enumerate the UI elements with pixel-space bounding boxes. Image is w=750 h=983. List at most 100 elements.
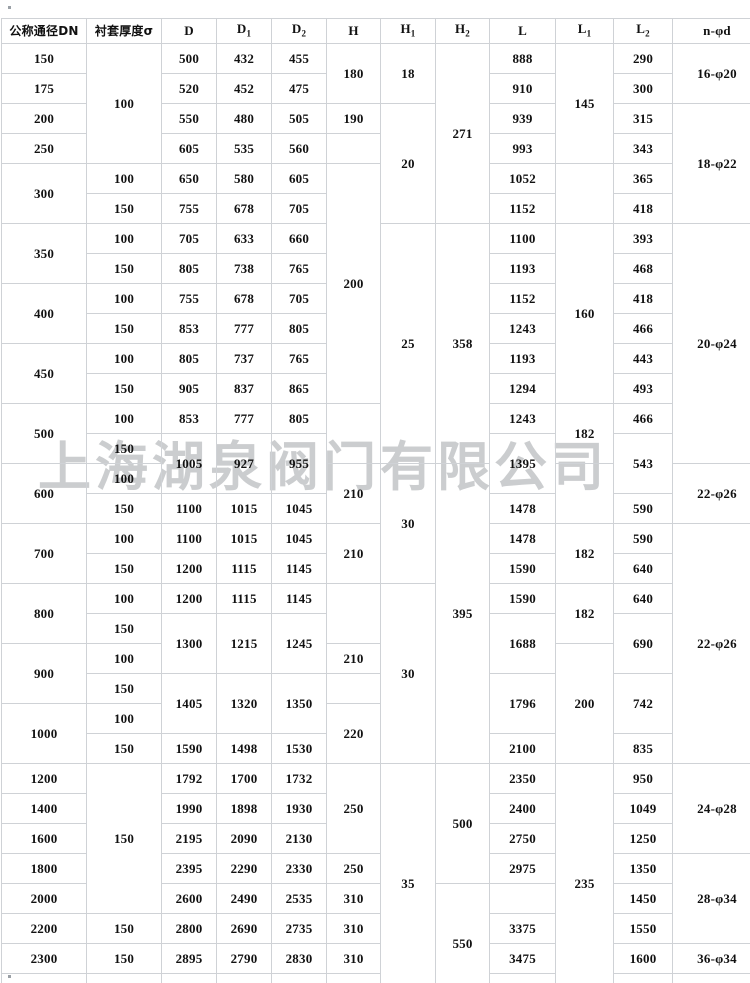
cell-l2: 1450 — [613, 883, 673, 914]
cell-sigma: 100 — [86, 703, 162, 734]
table-row: 900 100 210 200 — [1, 643, 750, 764]
cell-d: 2995 — [161, 973, 217, 983]
cell-d: 905 — [161, 373, 217, 404]
cell-l: 993 — [489, 133, 556, 164]
cell-nd: 36-φ34 — [672, 943, 750, 974]
cell-d2: 1732 — [271, 763, 327, 794]
cell-sigma: 100 — [86, 163, 162, 194]
cell-l: 1395 — [489, 433, 556, 494]
column-header-nd: n-φd — [672, 18, 750, 44]
cell-d2: 865 — [271, 373, 327, 404]
cell-d1: 1215 — [216, 613, 272, 674]
cell-d: 755 — [161, 193, 217, 224]
cell-d2: 805 — [271, 313, 327, 344]
cell-d2: 1530 — [271, 733, 327, 764]
cell-l: 2100 — [489, 733, 556, 764]
cell-h: 310 — [326, 913, 381, 944]
cell-h — [326, 583, 381, 644]
cell-l2: 640 — [613, 553, 673, 584]
table-row: 600 100 210 30 395 22-φ26 — [1, 463, 750, 764]
cell-sigma: 150 — [86, 553, 162, 584]
cell-l2: 468 — [613, 253, 673, 284]
cell-d: 755 — [161, 283, 217, 314]
cell-d1: 1115 — [216, 553, 272, 584]
cell-d1: 678 — [216, 283, 272, 314]
cell-l: 1193 — [489, 253, 556, 284]
cell-h: 210 — [326, 643, 381, 674]
cell-l: 910 — [489, 73, 556, 104]
cell-l2: 640 — [613, 583, 673, 614]
cell-l2: 466 — [613, 403, 673, 434]
cell-sigma: 100 — [86, 463, 162, 494]
cell-d1: 580 — [216, 163, 272, 194]
cell-d: 2600 — [161, 883, 217, 914]
cell-sigma: 150 — [86, 433, 162, 464]
cell-l: 1478 — [489, 493, 556, 524]
subscript: 2 — [465, 29, 470, 40]
cell-nd: 22-φ26 — [672, 463, 750, 524]
top-margin — [0, 0, 750, 18]
table-row: 150 1200 1115 1145 1590 640 — [2, 553, 750, 584]
cell-d: 853 — [161, 403, 217, 434]
cell-h2: 358 — [435, 223, 490, 464]
cell-l2: 835 — [613, 733, 673, 764]
table-row: 175 520 452 475 910 300 — [1, 73, 750, 104]
cell-h — [326, 403, 381, 464]
cell-h: 220 — [326, 703, 381, 764]
corner-dot-bottom — [8, 975, 11, 978]
cell-d: 500 — [161, 43, 217, 74]
cell-l: 3475 — [489, 943, 556, 974]
cell-l: 1243 — [489, 313, 556, 344]
cell-l2: 393 — [613, 223, 673, 254]
cell-nd: 44-φ34 — [672, 973, 750, 983]
column-header-L2: L2 — [613, 18, 673, 44]
cell-sigma: 150 — [86, 253, 162, 284]
table-row: 200 550 480 505 190 20 939 315 18-φ22 — [1, 103, 750, 224]
cell-d2: 560 — [271, 133, 327, 164]
cell-d: 1990 — [161, 793, 217, 824]
cell-l: 1152 — [489, 193, 556, 224]
cell-d: 1590 — [161, 733, 217, 764]
cell-nd: 24-φ28 — [672, 763, 750, 854]
cell-d: 1200 — [161, 583, 217, 614]
cell-h1: 20 — [380, 103, 436, 224]
cell-l1: 182 — [555, 403, 614, 464]
cell-l2: 1350 — [613, 853, 673, 884]
cell-d: 2895 — [161, 943, 217, 974]
cell-d2: 2130 — [271, 823, 327, 854]
cell-h: 310 — [326, 973, 381, 983]
cell-sigma: 100 — [86, 43, 162, 164]
cell-l: 939 — [489, 103, 556, 134]
cell-sigma: 150 — [86, 313, 162, 344]
table-row: 1000 100 220 — [1, 703, 750, 764]
cell-d: 805 — [161, 253, 217, 284]
cell-h: 210 — [326, 523, 381, 584]
cell-sigma: 150 — [86, 613, 162, 644]
cell-dn: 150 — [1, 43, 87, 74]
cell-dn: 2200 — [1, 913, 87, 944]
cell-sigma: 150 — [86, 763, 162, 914]
cell-l: 1688 — [489, 613, 556, 674]
subscript: 1 — [410, 29, 416, 40]
cell-d: 805 — [161, 343, 217, 374]
cell-h2: 500 — [435, 763, 490, 884]
cell-l1: 182 — [555, 523, 614, 584]
table-row: 150 100 500 432 455 180 18 271 888 145 290 16-φ20 — [1, 43, 750, 224]
cell-d2: 705 — [271, 283, 327, 314]
column-header-dn: 公称通径DN — [1, 18, 87, 44]
table-body: 150 100 500 432 455 180 18 271 888 145 290 16-φ20 17… — [1, 43, 750, 983]
cell-d: 1100 — [161, 493, 217, 524]
cell-sigma: 150 — [86, 733, 162, 764]
cell-dn: 900 — [1, 643, 87, 704]
cell-sigma: 150 — [86, 193, 162, 224]
cell-d: 705 — [161, 223, 217, 254]
cell-d: 853 — [161, 313, 217, 344]
cell-l: 2750 — [489, 823, 556, 854]
cell-sigma: 150 — [86, 373, 162, 404]
cell-d1: 1898 — [216, 793, 272, 824]
cell-d: 520 — [161, 73, 217, 104]
cell-d: 2195 — [161, 823, 217, 854]
cell-dn: 2300 — [1, 943, 87, 974]
cell-l2: 418 — [613, 283, 673, 314]
